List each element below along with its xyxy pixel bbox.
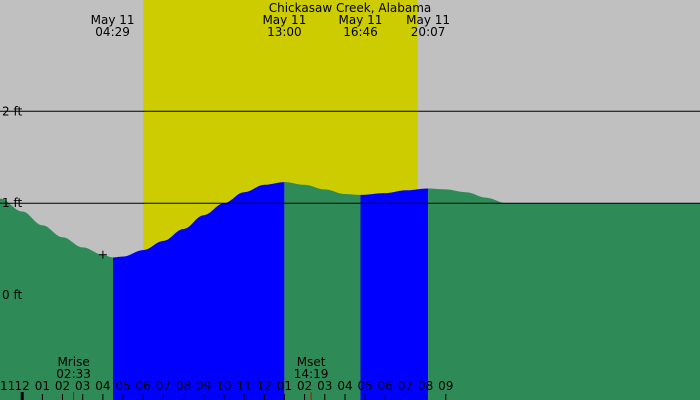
y-tick-label: 0 ft [2, 288, 22, 302]
x-tick-label: 06 [378, 379, 393, 393]
x-tick-label: 10 [216, 379, 231, 393]
tide-area-falling-4 [428, 188, 700, 400]
x-tick-label: 12 [257, 379, 272, 393]
event-time: 20:07 [411, 25, 446, 39]
tide-area-rising-1 [113, 182, 285, 400]
x-tick-label: 03 [75, 379, 90, 393]
event-date: May 11 [339, 13, 383, 27]
event-date: May 11 [91, 13, 135, 27]
x-tick-label: 12 [15, 379, 30, 393]
tide-area-layer [0, 182, 700, 400]
tide-area-rising-3 [360, 188, 429, 400]
moon-event-label: Mset [297, 355, 326, 369]
tide-area-falling-0 [0, 198, 113, 400]
x-tick-label-edge: 11 [0, 379, 15, 393]
x-tick-label: 04 [95, 379, 110, 393]
tide-area-falling-2 [284, 182, 361, 400]
x-tick-label: 06 [136, 379, 151, 393]
y-tick-label: 2 ft [2, 104, 22, 118]
x-tick-label: 05 [357, 379, 372, 393]
x-tick-label: 09 [438, 379, 453, 393]
current-time-marker [98, 250, 107, 259]
x-tick-label: 01 [35, 379, 50, 393]
grid-lines [0, 110, 700, 204]
x-tick-label: 04 [337, 379, 352, 393]
x-axis-ticks: 12 01 02 03 04 05 06 07 08 09 10 11 12 01 02 03 04 05 06 07… [0, 379, 453, 400]
x-tick-label: 08 [176, 379, 191, 393]
x-tick-label: 07 [156, 379, 171, 393]
moon-event-time: 02:33 [56, 367, 91, 381]
x-tick-label: 02 [297, 379, 312, 393]
y-tick-label: 1 ft [2, 196, 22, 210]
moon-event-time: 14:19 [294, 367, 329, 381]
event-date: May 11 [262, 13, 306, 27]
moon-event-label: Mrise [57, 355, 89, 369]
y-axis-labels: 0 ft 1 ft 2 ft [2, 104, 22, 302]
x-tick-label: 01 [277, 379, 292, 393]
marker-layer [98, 250, 107, 259]
x-tick-label: 08 [418, 379, 433, 393]
x-tick-label: 07 [398, 379, 413, 393]
event-time: 13:00 [267, 25, 302, 39]
x-tick-label: 03 [317, 379, 332, 393]
event-time: 16:46 [343, 25, 378, 39]
event-time: 04:29 [95, 25, 130, 39]
chart-title: Chickasaw Creek, Alabama [269, 1, 432, 15]
x-tick-label: 05 [115, 379, 130, 393]
x-tick-label: 11 [236, 379, 251, 393]
x-tick-label: 02 [55, 379, 70, 393]
event-date: May 11 [406, 13, 450, 27]
x-tick-label: 09 [196, 379, 211, 393]
